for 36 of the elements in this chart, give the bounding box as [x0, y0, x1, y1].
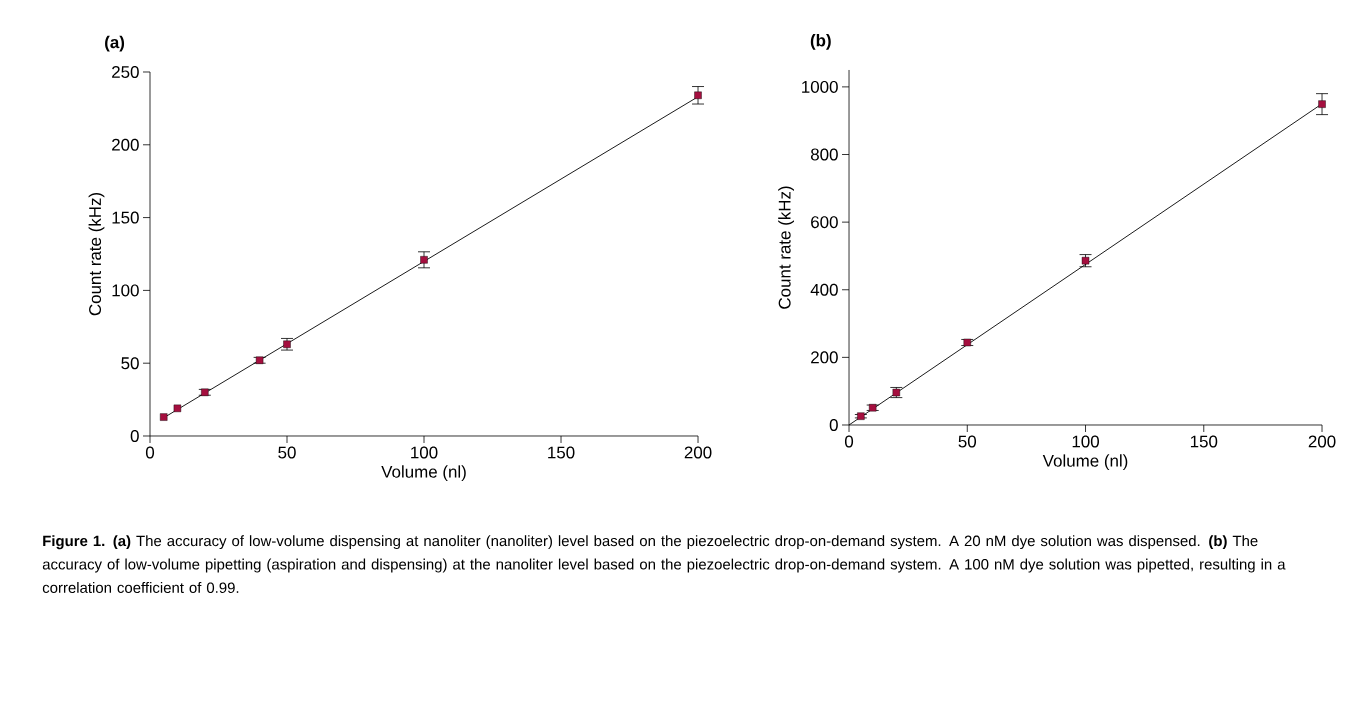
point	[868, 404, 877, 412]
x-tick-label: 50	[278, 446, 296, 459]
point	[963, 338, 971, 347]
text: Figure 1. (a) The accuracy of low-volume dispensing at nanoliter (nanoliter) level based on the piezoelectric drop-on-demand system. A 20 nM dye solution was dispensed. (b) The accuracy of low-volume pipetting (aspiration and dispensing) at the nanoliter level based on the piezoelectric drop-on-demand system. A 100 nM dye solution was pipetted, resulting in a correlation coefficient of 0.99.	[42, 535, 1286, 593]
y-axis-title: Count rate (kHz)	[88, 192, 105, 316]
point	[420, 256, 428, 264]
x-tick-label: 100	[1072, 435, 1099, 448]
x-tick-label: 50	[958, 435, 977, 448]
x-tick-label: 100	[411, 446, 438, 459]
y-axis-title: Count rate (kHz)	[778, 186, 794, 309]
chart-title: (a)	[105, 35, 125, 52]
y-tick-label: 250	[112, 65, 139, 78]
point	[173, 404, 182, 413]
y-tick-label: 0	[829, 418, 838, 431]
chart-title: (b)	[810, 34, 831, 50]
y-tick-label: 200	[112, 138, 139, 151]
y-tick-label: 1000	[802, 80, 838, 93]
x-tick-label: 150	[1190, 435, 1218, 448]
point	[255, 356, 264, 364]
y-tick-label: 100	[112, 284, 139, 297]
y-tick-label: 200	[811, 351, 838, 364]
x-tick-label: 0	[145, 446, 155, 459]
x-tick-label: 200	[684, 446, 712, 459]
point	[1318, 100, 1326, 108]
x-tick-label: 0	[844, 435, 854, 448]
y-tick-label: 150	[112, 211, 139, 224]
y-tick-label: 400	[810, 283, 838, 296]
y-tick-label: 50	[121, 357, 139, 370]
x-axis-title: Volume (nl)	[1042, 454, 1128, 471]
y-tick-label: 800	[810, 148, 838, 161]
y-tick-label: 600	[811, 216, 838, 229]
x-tick-label: 150	[548, 446, 575, 459]
point	[160, 413, 168, 421]
x-tick-label: 200	[1308, 435, 1336, 448]
point	[694, 91, 702, 99]
x-axis-title: Volume (nl)	[381, 465, 466, 482]
